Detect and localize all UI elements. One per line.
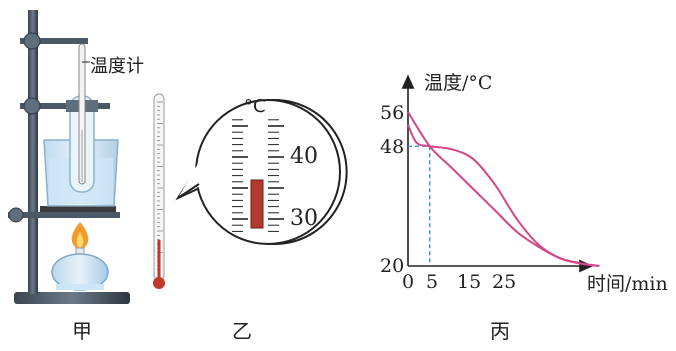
apparatus-jia: 温度计 [8, 10, 144, 304]
upper-clamp-arm [20, 38, 88, 44]
mercury-column [250, 179, 264, 229]
upper-clamp-knob [23, 32, 41, 50]
thermometer-yi [153, 93, 165, 289]
ring-clamp-knob [8, 207, 24, 223]
thermometer-in-tube [78, 43, 86, 185]
series-line-1 [407, 111, 600, 267]
magnified-scale: °C 40 30 [175, 96, 348, 245]
ring-clamp-arm [8, 212, 120, 218]
stand-rod [28, 10, 38, 294]
scale-label-30: 30 [290, 206, 318, 231]
stand-base [14, 292, 130, 304]
caption-bing: 丙 [490, 319, 510, 343]
x-tick-0: 0 [402, 271, 414, 293]
series-line-2 [407, 124, 600, 267]
temperature-chart: 温度/°C 时间/min 56 48 20 0 5 15 25 [380, 72, 668, 295]
y-tick-56: 56 [380, 102, 404, 124]
y-tick-20: 20 [380, 255, 404, 277]
x-tick-5: 5 [426, 271, 438, 293]
caption-yi: 乙 [232, 319, 252, 343]
thermometer-label: 温度计 [90, 56, 144, 77]
y-axis-label: 温度/°C [424, 72, 492, 94]
x-tick-25: 25 [492, 271, 516, 293]
middle-clamp-arm [20, 103, 110, 109]
x-axis-label: 时间/min [587, 273, 668, 295]
x-tick-15: 15 [457, 271, 481, 293]
caption-jia: 甲 [72, 319, 92, 343]
middle-clamp-knob [23, 97, 41, 115]
wire-gauze [40, 206, 116, 212]
thermometer-bulb [153, 277, 165, 289]
scale-label-40: 40 [290, 144, 318, 169]
y-tick-48: 48 [380, 136, 404, 158]
scale-unit: °C [244, 96, 266, 117]
